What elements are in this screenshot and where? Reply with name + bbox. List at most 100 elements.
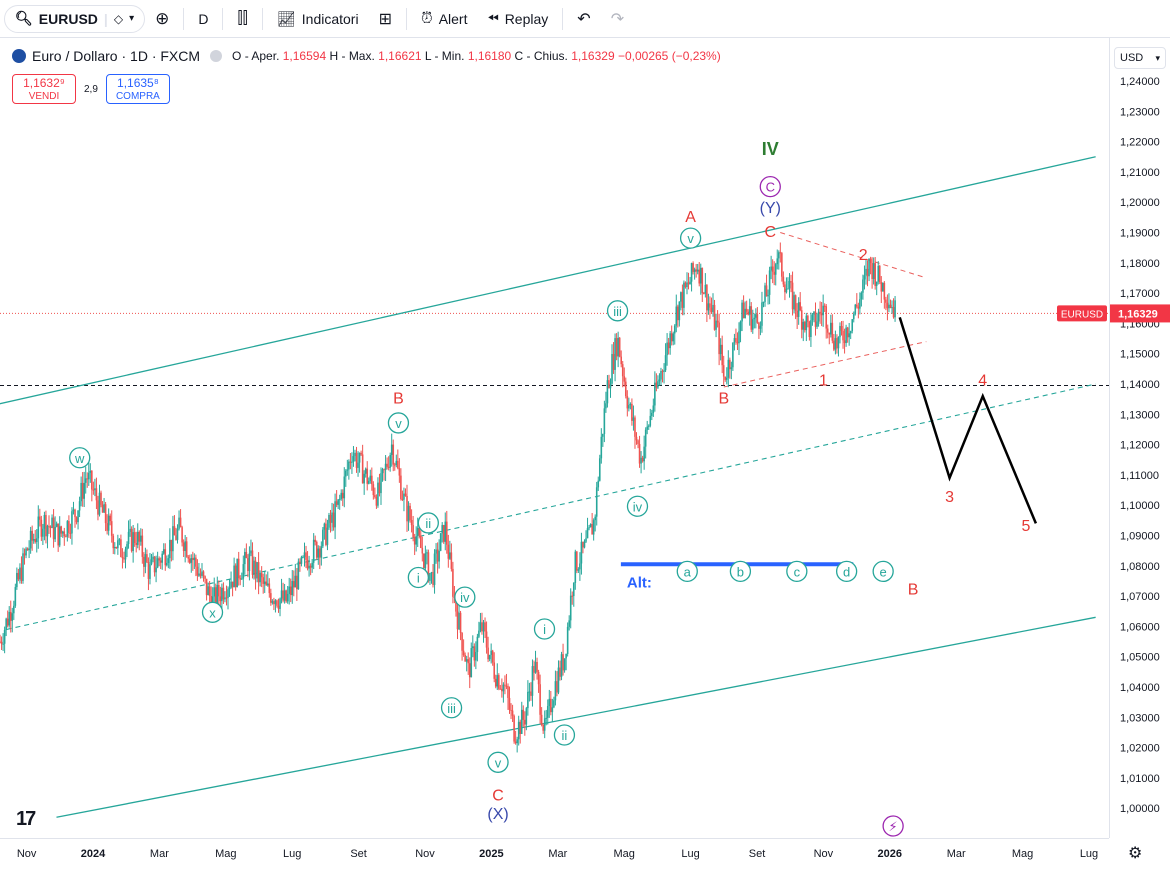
candle-body (516, 739, 518, 744)
candle-body (107, 515, 110, 531)
sell-price: 1,1632⁹ (23, 76, 65, 90)
time-tick-label: Set (350, 848, 367, 860)
candle-body (374, 495, 376, 497)
candle-body (435, 549, 437, 554)
candle-body (438, 550, 440, 562)
candle-body (520, 709, 523, 734)
candle-body (830, 322, 832, 335)
candle-body (397, 460, 399, 469)
symbol-search[interactable]: 🔍︎ EURUSD | ◇ ▾ (4, 4, 146, 33)
candle-body (403, 493, 405, 500)
candle-body (156, 558, 159, 568)
candle-body (97, 500, 99, 515)
price-axis[interactable]: USD ▾ 1,24000 1,23000 1,22000 1,21000 1,2000… (1109, 38, 1170, 838)
candle-body (753, 317, 756, 320)
candle-body (94, 488, 96, 491)
candle-body (415, 536, 417, 545)
candle-body (582, 541, 584, 548)
redo-icon: ↷ (610, 10, 625, 28)
candle-body (562, 654, 564, 671)
candle-body (311, 562, 313, 568)
interval-button[interactable]: D (198, 10, 209, 27)
candle-body (666, 342, 668, 356)
indicators-button[interactable]: 📈︎ Indicatori (267, 0, 369, 38)
compare-button[interactable]: ⊕ (145, 0, 179, 38)
candle-body (346, 469, 349, 471)
candle-body (309, 565, 312, 568)
candle-body (205, 578, 208, 596)
channel-upper-line (0, 156, 1096, 405)
candle-body (462, 650, 465, 656)
candle-body (201, 571, 203, 576)
candle-body (530, 691, 532, 696)
candle-body (175, 535, 177, 540)
legend-title: Euro / Dollaro · 1D · FXCM (32, 48, 201, 64)
plus-circle-icon: ⊕ (155, 8, 170, 28)
candle-body (542, 724, 544, 731)
candle-body (234, 565, 237, 588)
candle-body (360, 452, 362, 455)
candle-body (133, 532, 136, 543)
candle-body (32, 539, 35, 541)
candle-body (5, 618, 7, 631)
candle-body (623, 376, 626, 382)
candle-body (546, 706, 549, 718)
candle-body (874, 263, 876, 286)
candle-body (289, 586, 292, 596)
candle-body (158, 558, 160, 561)
candle-body (793, 295, 795, 310)
candle-body (195, 557, 197, 567)
candle-body (268, 583, 271, 594)
sell-button[interactable]: 1,1632⁹ VENDI (12, 74, 76, 104)
candle-body (747, 311, 749, 315)
candle-body (225, 597, 228, 599)
undo-button[interactable]: ↶ (567, 0, 600, 38)
alert-button[interactable]: ⏰︎ Alert (411, 0, 478, 38)
symbol-price-tag-label: EURUSD (1061, 309, 1103, 320)
candle-body (423, 553, 425, 569)
candle-body (770, 266, 772, 271)
candle-body (43, 514, 46, 529)
candle-body (765, 285, 768, 297)
redo-button[interactable]: ↷ (601, 0, 634, 38)
currency-selector[interactable]: USD ▾ (1114, 47, 1166, 69)
close-label: C - Chius. (514, 49, 568, 63)
time-tick-label: 2026 (878, 848, 902, 860)
candle-body (357, 462, 359, 468)
channel-mid-line (6, 383, 1096, 630)
wave-label: ii (562, 728, 568, 743)
layout-button[interactable]: ⊞ (369, 0, 402, 38)
candle-body (479, 622, 482, 631)
candle-body (213, 587, 216, 597)
candle-body (494, 678, 497, 687)
candle-body (452, 568, 454, 597)
candle-body (369, 475, 372, 481)
candle-body (777, 252, 780, 259)
visibility-dot-icon[interactable] (210, 50, 223, 62)
candle-body (127, 531, 130, 545)
candle-body (279, 598, 281, 609)
candle-body (617, 337, 619, 357)
buy-button[interactable]: 1,1635⁸ COMPRA (105, 74, 170, 104)
settings-gear-icon[interactable]: ⚙ (1128, 845, 1143, 862)
replay-button[interactable]: ⏪︎ Replay (477, 0, 558, 38)
candle-body (727, 359, 730, 378)
candle-body (739, 321, 742, 332)
chart-type-button[interactable]: ⫿⫿ (227, 0, 257, 38)
price-tick-label: 1,15000 (1120, 349, 1160, 361)
candle-body (161, 553, 164, 563)
indicators-label: Indicatori (301, 10, 359, 27)
price-chart[interactable]: Alt:IVC(Y)CAv21BiiiivBvwxiiiiviiiiiivC(X… (0, 38, 1109, 838)
candle-body (250, 550, 252, 554)
wave-label-circle (454, 586, 476, 608)
candle-body (722, 365, 725, 377)
candle-body (808, 321, 811, 338)
time-tick-label: Lug (283, 848, 301, 860)
time-axis[interactable]: Nov 2024 Mar Mag Lug Set Nov 2025 Mar Mag Lug Set No… (0, 838, 1109, 872)
candle-body (427, 552, 430, 581)
candle-body (421, 547, 424, 554)
candle-body (658, 379, 661, 382)
candle-body (49, 526, 52, 528)
candle-body (95, 488, 98, 501)
candle-body (144, 554, 147, 567)
